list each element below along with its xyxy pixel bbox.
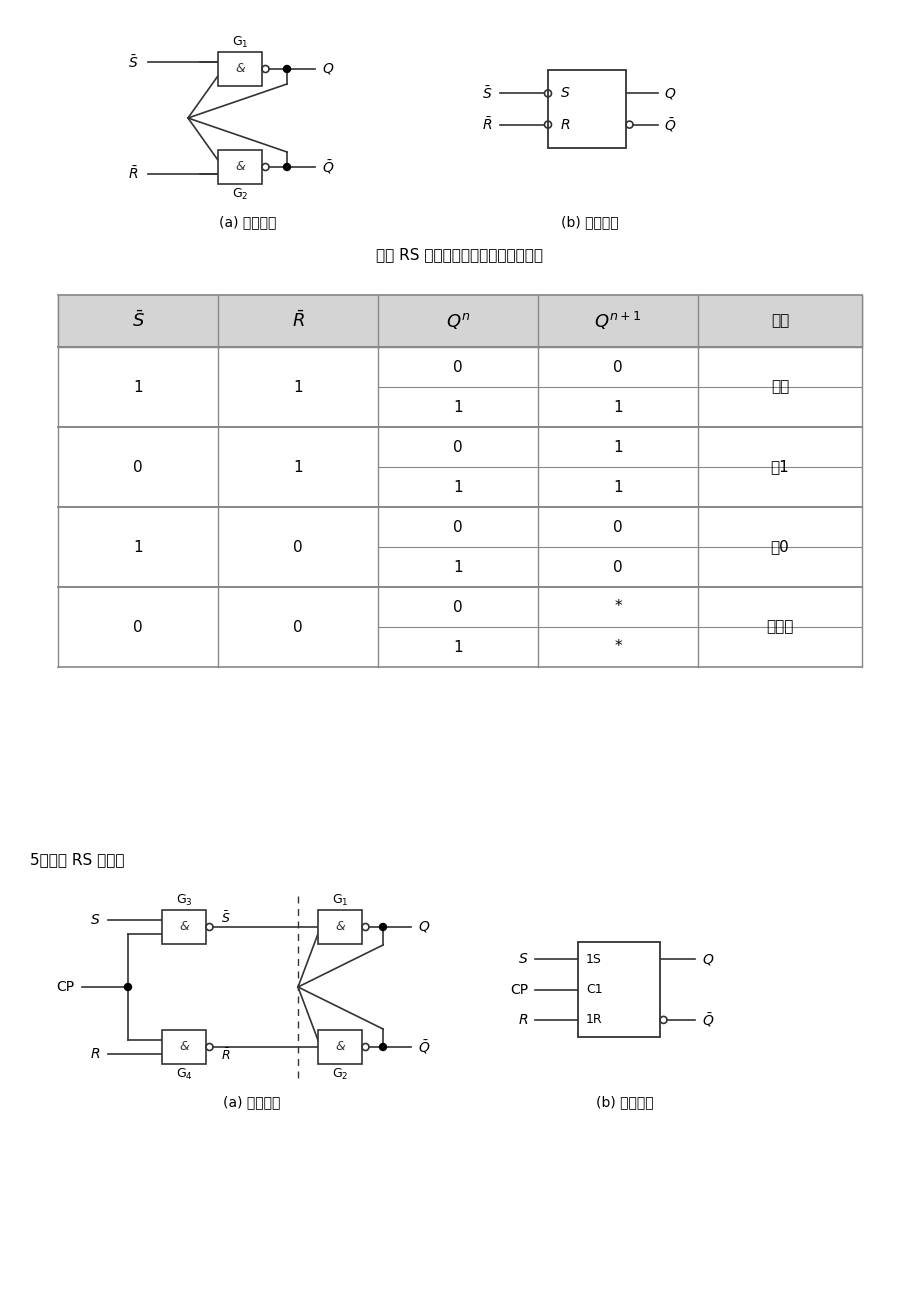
Text: *: * bbox=[614, 639, 621, 655]
Text: $\bar{Q}$: $\bar{Q}$ bbox=[701, 1010, 713, 1029]
Bar bbox=[548, 70, 625, 148]
Text: 1: 1 bbox=[133, 539, 142, 555]
Text: &: & bbox=[179, 1040, 188, 1053]
Text: 0: 0 bbox=[613, 560, 622, 574]
Text: $R$: $R$ bbox=[517, 1013, 528, 1027]
Text: $R$: $R$ bbox=[560, 117, 570, 132]
Text: &: & bbox=[235, 160, 244, 173]
Text: 1: 1 bbox=[453, 560, 462, 574]
Circle shape bbox=[124, 983, 131, 991]
Text: 0: 0 bbox=[293, 620, 302, 634]
Circle shape bbox=[283, 65, 290, 73]
Text: 0: 0 bbox=[133, 620, 142, 634]
Text: 0: 0 bbox=[293, 539, 302, 555]
Text: 备注: 备注 bbox=[770, 314, 789, 328]
Text: G$_1$: G$_1$ bbox=[332, 892, 348, 907]
Text: (a) 电路结构: (a) 电路结构 bbox=[223, 1095, 280, 1109]
Bar bbox=[218, 52, 262, 86]
Text: CP: CP bbox=[509, 983, 528, 996]
Text: 不确定: 不确定 bbox=[766, 620, 793, 634]
Text: $Q$: $Q$ bbox=[664, 86, 675, 100]
Text: &: & bbox=[335, 1040, 345, 1053]
Bar bbox=[698, 296, 861, 348]
Text: 1: 1 bbox=[613, 440, 622, 454]
Text: *: * bbox=[614, 599, 621, 615]
Bar bbox=[162, 910, 206, 944]
Text: 0: 0 bbox=[453, 359, 462, 375]
Text: 1: 1 bbox=[613, 479, 622, 495]
Text: $Q$: $Q$ bbox=[417, 919, 430, 935]
Text: $S$: $S$ bbox=[89, 913, 100, 927]
Bar bbox=[577, 943, 659, 1036]
Text: $Q$: $Q$ bbox=[701, 952, 713, 966]
Text: 0: 0 bbox=[613, 359, 622, 375]
Bar bbox=[218, 150, 262, 184]
Text: 5、同步 RS 触发器: 5、同步 RS 触发器 bbox=[30, 853, 124, 867]
Text: G$_4$: G$_4$ bbox=[176, 1066, 192, 1082]
Text: $\bar{R}$: $\bar{R}$ bbox=[481, 116, 492, 133]
Text: 保持: 保持 bbox=[770, 379, 789, 395]
Text: $\bar{S}$: $\bar{S}$ bbox=[221, 910, 231, 926]
Text: 0: 0 bbox=[133, 460, 142, 474]
Bar bbox=[378, 296, 538, 348]
Text: 置1: 置1 bbox=[770, 460, 789, 474]
Text: 0: 0 bbox=[453, 440, 462, 454]
Text: $\bar{S}$: $\bar{S}$ bbox=[131, 311, 144, 331]
Text: 1: 1 bbox=[613, 400, 622, 414]
Text: 1: 1 bbox=[133, 379, 142, 395]
Bar bbox=[58, 296, 861, 348]
Text: 1: 1 bbox=[453, 639, 462, 655]
Text: C1: C1 bbox=[585, 983, 602, 996]
Text: $R$: $R$ bbox=[89, 1047, 100, 1061]
Text: $Q^{n}$: $Q^{n}$ bbox=[445, 311, 470, 331]
Text: &: & bbox=[335, 921, 345, 934]
Text: $\bar{S}$: $\bar{S}$ bbox=[482, 85, 492, 102]
Text: CP: CP bbox=[56, 980, 74, 993]
Text: 1R: 1R bbox=[585, 1013, 602, 1026]
Text: $\bar{R}$: $\bar{R}$ bbox=[291, 311, 304, 331]
Text: &: & bbox=[235, 62, 244, 76]
Text: (b) 逻辑符号: (b) 逻辑符号 bbox=[596, 1095, 653, 1109]
Text: 基本 RS 触发器的电路结构和逻辑符号: 基本 RS 触发器的电路结构和逻辑符号 bbox=[376, 247, 543, 263]
Text: $\bar{Q}$: $\bar{Q}$ bbox=[322, 158, 334, 176]
Circle shape bbox=[380, 1043, 386, 1051]
Text: $Q$: $Q$ bbox=[322, 61, 334, 77]
Text: G$_1$: G$_1$ bbox=[232, 34, 248, 49]
Text: $S$: $S$ bbox=[517, 952, 528, 966]
Text: 0: 0 bbox=[613, 519, 622, 535]
Text: $\bar{Q}$: $\bar{Q}$ bbox=[417, 1038, 430, 1056]
Text: 0: 0 bbox=[453, 519, 462, 535]
Text: 1S: 1S bbox=[585, 953, 601, 966]
Text: 1: 1 bbox=[293, 379, 302, 395]
Text: (a) 电路结构: (a) 电路结构 bbox=[219, 215, 277, 229]
Text: 0: 0 bbox=[453, 599, 462, 615]
Text: (b) 逻辑符号: (b) 逻辑符号 bbox=[561, 215, 618, 229]
Text: $\bar{R}$: $\bar{R}$ bbox=[221, 1047, 231, 1062]
Circle shape bbox=[283, 164, 290, 171]
Text: 1: 1 bbox=[453, 400, 462, 414]
Text: $\bar{Q}$: $\bar{Q}$ bbox=[664, 116, 675, 134]
Text: G$_2$: G$_2$ bbox=[232, 186, 248, 202]
Text: 1: 1 bbox=[293, 460, 302, 474]
Text: $Q^{n+1}$: $Q^{n+1}$ bbox=[594, 310, 641, 332]
Bar bbox=[218, 296, 378, 348]
Text: &: & bbox=[179, 921, 188, 934]
Text: $\bar{R}$: $\bar{R}$ bbox=[128, 165, 138, 182]
Text: G$_3$: G$_3$ bbox=[176, 892, 192, 907]
Text: $\bar{S}$: $\bar{S}$ bbox=[128, 53, 138, 70]
Bar bbox=[318, 910, 361, 944]
Text: G$_2$: G$_2$ bbox=[332, 1066, 347, 1082]
Circle shape bbox=[380, 923, 386, 931]
Bar bbox=[58, 296, 218, 348]
Bar bbox=[318, 1030, 361, 1064]
Bar bbox=[162, 1030, 206, 1064]
Text: 1: 1 bbox=[453, 479, 462, 495]
Text: 置0: 置0 bbox=[770, 539, 789, 555]
Bar bbox=[538, 296, 698, 348]
Text: $S$: $S$ bbox=[560, 86, 570, 100]
